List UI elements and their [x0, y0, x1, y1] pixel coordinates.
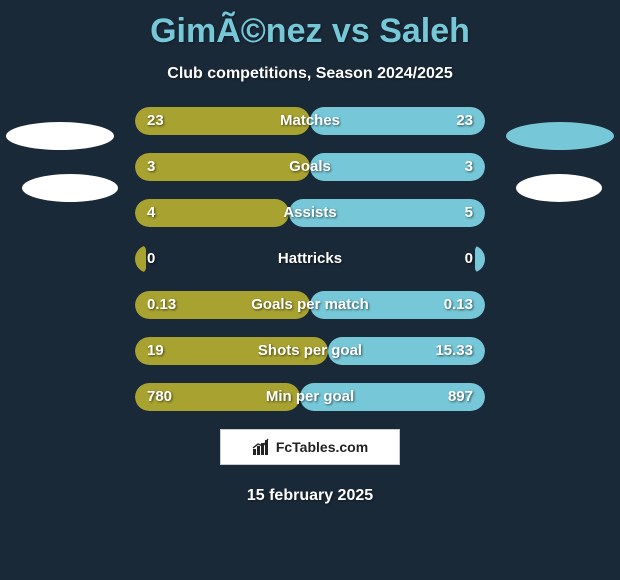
stat-label: Min per goal	[135, 383, 485, 411]
stat-label: Goals	[135, 153, 485, 181]
stat-label: Assists	[135, 199, 485, 227]
subtitle: Club competitions, Season 2024/2025	[0, 65, 620, 83]
stat-label: Hattricks	[135, 245, 485, 273]
date-text: 15 february 2025	[0, 487, 620, 505]
stat-row: 0.130.13Goals per match	[135, 291, 485, 319]
chart-icon	[252, 438, 270, 456]
watermark-text: FcTables.com	[276, 439, 368, 455]
stat-label: Goals per match	[135, 291, 485, 319]
stat-row: 45Assists	[135, 199, 485, 227]
watermark-badge: FcTables.com	[220, 429, 400, 465]
decorative-oval	[22, 174, 118, 202]
stat-label: Matches	[135, 107, 485, 135]
decorative-oval	[516, 174, 602, 202]
stats-area: 2323Matches 33Goals 45Assists 00Hattricks 0.…	[135, 107, 485, 411]
page-title: GimÃ©nez vs Saleh	[0, 0, 620, 51]
stat-row: 33Goals	[135, 153, 485, 181]
stat-row: 2323Matches	[135, 107, 485, 135]
decorative-oval	[6, 122, 114, 150]
decorative-oval	[506, 122, 614, 150]
stat-row: 1915.33Shots per goal	[135, 337, 485, 365]
stat-label: Shots per goal	[135, 337, 485, 365]
stat-row: 780897Min per goal	[135, 383, 485, 411]
stat-row: 00Hattricks	[135, 245, 485, 273]
